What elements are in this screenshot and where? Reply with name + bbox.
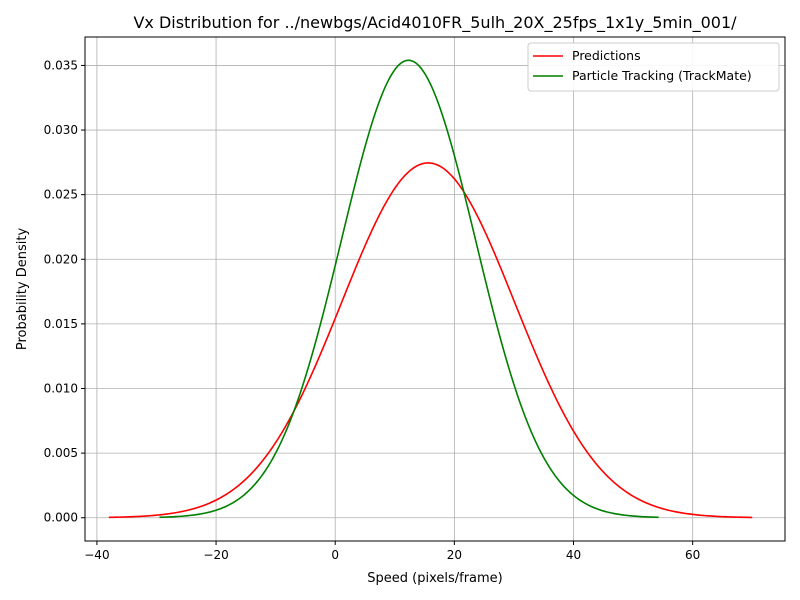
y-tick-label: 0.030 — [44, 123, 78, 137]
series-group — [108, 59, 753, 519]
x-tick-label: 60 — [685, 548, 700, 562]
x-tick-label: 40 — [566, 548, 581, 562]
y-tick-label: 0.020 — [44, 252, 78, 266]
legend-box — [527, 42, 780, 92]
x-axis: −40 −20 0 20 40 60 — [84, 541, 700, 562]
plot-frame — [84, 36, 786, 542]
y-tick-label: 0.025 — [44, 188, 78, 202]
legend: Predictions Particle Tracking (TrackMate) — [527, 42, 780, 92]
x-tick-label: −40 — [84, 548, 109, 562]
y-axis: 0.000 0.005 0.010 0.015 0.020 0.025 0.030 0.035 — [44, 58, 85, 525]
plot-background — [85, 37, 785, 541]
y-tick-label: 0.010 — [44, 382, 78, 396]
x-tick-label: 0 — [331, 548, 339, 562]
chart-title: Vx Distribution for ../newbgs/Acid4010FR… — [133, 13, 737, 33]
y-tick-label: 0.035 — [44, 58, 78, 72]
legend-label: Predictions — [572, 48, 641, 63]
x-tick-label: −20 — [203, 548, 228, 562]
legend-label: Particle Tracking (TrackMate) — [572, 68, 752, 83]
y-tick-label: 0.005 — [44, 446, 78, 460]
series-line-1 — [159, 59, 659, 519]
y-tick-label: 0.000 — [44, 511, 78, 525]
x-axis-label: Speed (pixels/frame) — [367, 571, 503, 586]
series-line-0 — [108, 162, 753, 519]
y-tick-label: 0.015 — [44, 317, 78, 331]
x-tick-label: 20 — [447, 548, 462, 562]
y-axis-label: Probability Density — [15, 228, 30, 351]
